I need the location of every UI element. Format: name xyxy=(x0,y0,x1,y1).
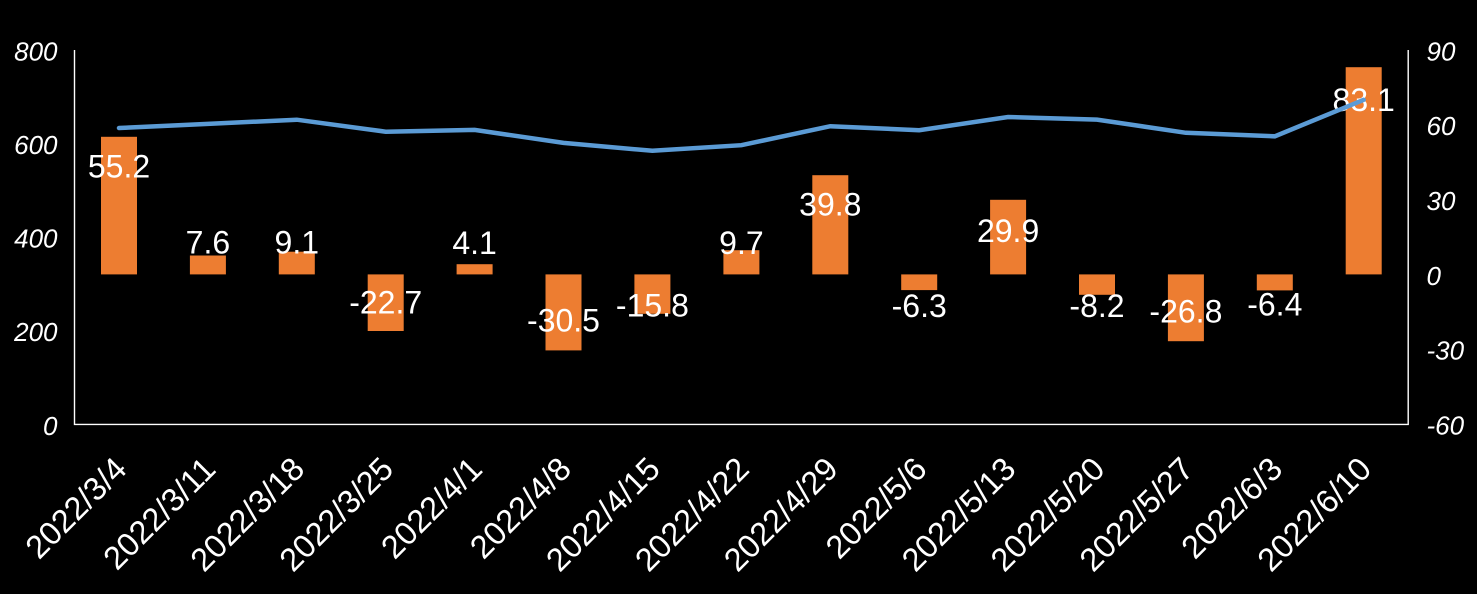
svg-text:-15.8: -15.8 xyxy=(616,288,689,324)
svg-text:-30.5: -30.5 xyxy=(527,303,600,339)
svg-text:29.9: 29.9 xyxy=(977,213,1039,249)
svg-text:90: 90 xyxy=(1427,36,1456,66)
svg-text:9.7: 9.7 xyxy=(719,225,763,261)
svg-text:-26.8: -26.8 xyxy=(1149,294,1222,330)
svg-text:39.8: 39.8 xyxy=(799,187,861,223)
svg-text:7.6: 7.6 xyxy=(186,225,230,261)
svg-text:-22.7: -22.7 xyxy=(349,285,422,321)
svg-text:800: 800 xyxy=(14,36,58,66)
svg-text:-8.2: -8.2 xyxy=(1069,288,1124,324)
svg-text:0: 0 xyxy=(43,411,58,441)
svg-text:-30: -30 xyxy=(1427,336,1465,366)
svg-text:-6.3: -6.3 xyxy=(892,288,947,324)
svg-text:4.1: 4.1 xyxy=(452,225,496,261)
svg-text:55.2: 55.2 xyxy=(88,149,150,185)
svg-text:9.1: 9.1 xyxy=(275,225,319,261)
svg-text:-60: -60 xyxy=(1427,410,1465,440)
svg-text:0: 0 xyxy=(1427,261,1442,291)
svg-text:30: 30 xyxy=(1427,186,1456,216)
svg-text:-6.4: -6.4 xyxy=(1247,287,1302,323)
svg-text:60: 60 xyxy=(1427,111,1456,141)
svg-text:200: 200 xyxy=(13,317,58,347)
svg-text:400: 400 xyxy=(14,224,58,254)
svg-text:600: 600 xyxy=(14,130,58,160)
